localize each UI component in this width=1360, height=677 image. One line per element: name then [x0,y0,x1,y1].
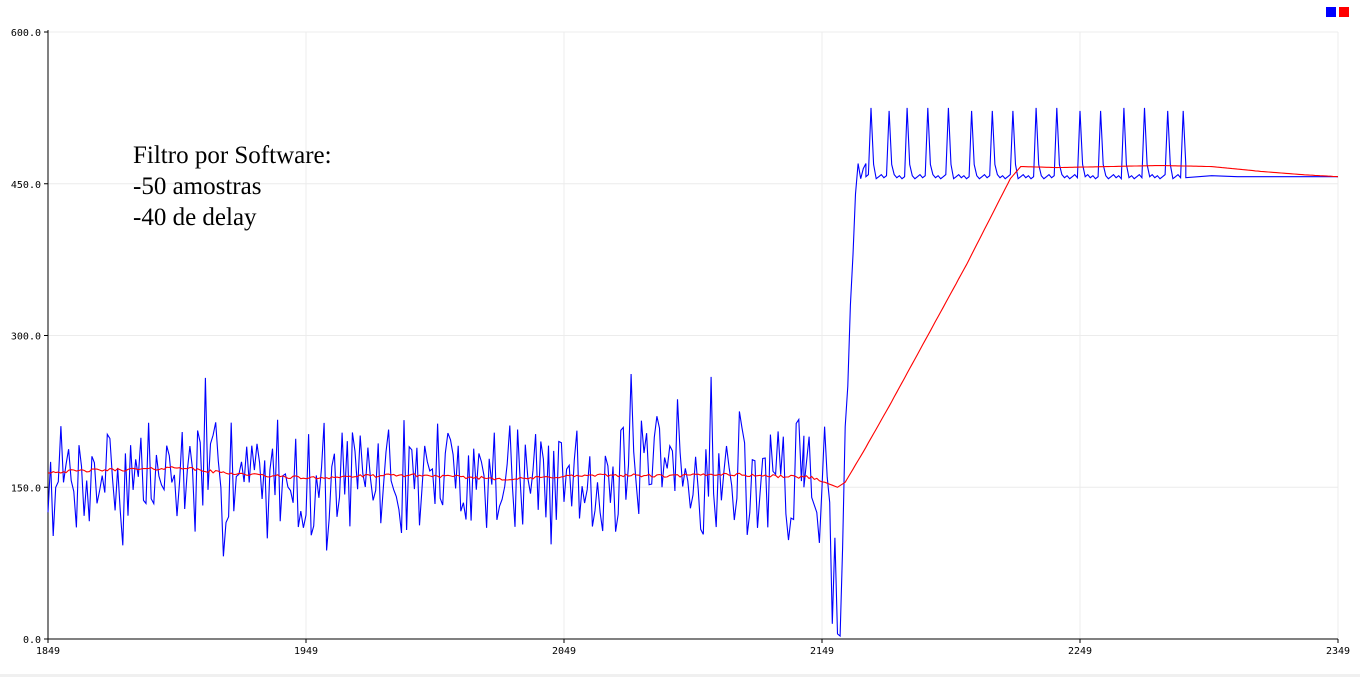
x-tick-label: 2349 [1326,646,1350,657]
x-tick-label: 2049 [552,646,576,657]
y-tick-label: 450.0 [11,180,41,191]
y-tick-label: 600.0 [11,28,41,39]
series-line-filtered [47,164,1339,488]
legend-swatch [1339,7,1349,17]
legend [1326,7,1349,17]
x-tick-label: 2249 [1068,646,1092,657]
x-tick-label: 2149 [810,646,834,657]
annotation-text: Filtro por Software: -50 amostras -40 de… [133,142,338,231]
annotation-line-1: Filtro por Software: [133,142,332,169]
bottom-controls-bar [0,674,1360,677]
axes [47,30,1338,640]
legend-swatch [1326,7,1336,17]
x-axis-ticks: 1849 1949 2049 2149 2249 2349 [36,639,1350,657]
y-tick-label: 300.0 [11,332,41,343]
gridlines [47,31,1339,640]
series-lines [47,107,1339,638]
y-tick-label: 150.0 [11,483,41,494]
annotation-line-3: -40 de delay [133,204,257,231]
x-tick-label: 1849 [36,646,60,657]
y-tick-label: 0.0 [23,635,41,646]
y-axis-ticks: 600.0 450.0 300.0 150.0 0.0 [11,28,48,646]
x-tick-label: 1949 [294,646,318,657]
series-line-raw [47,107,1338,638]
annotation-line-2: -50 amostras [133,173,261,200]
